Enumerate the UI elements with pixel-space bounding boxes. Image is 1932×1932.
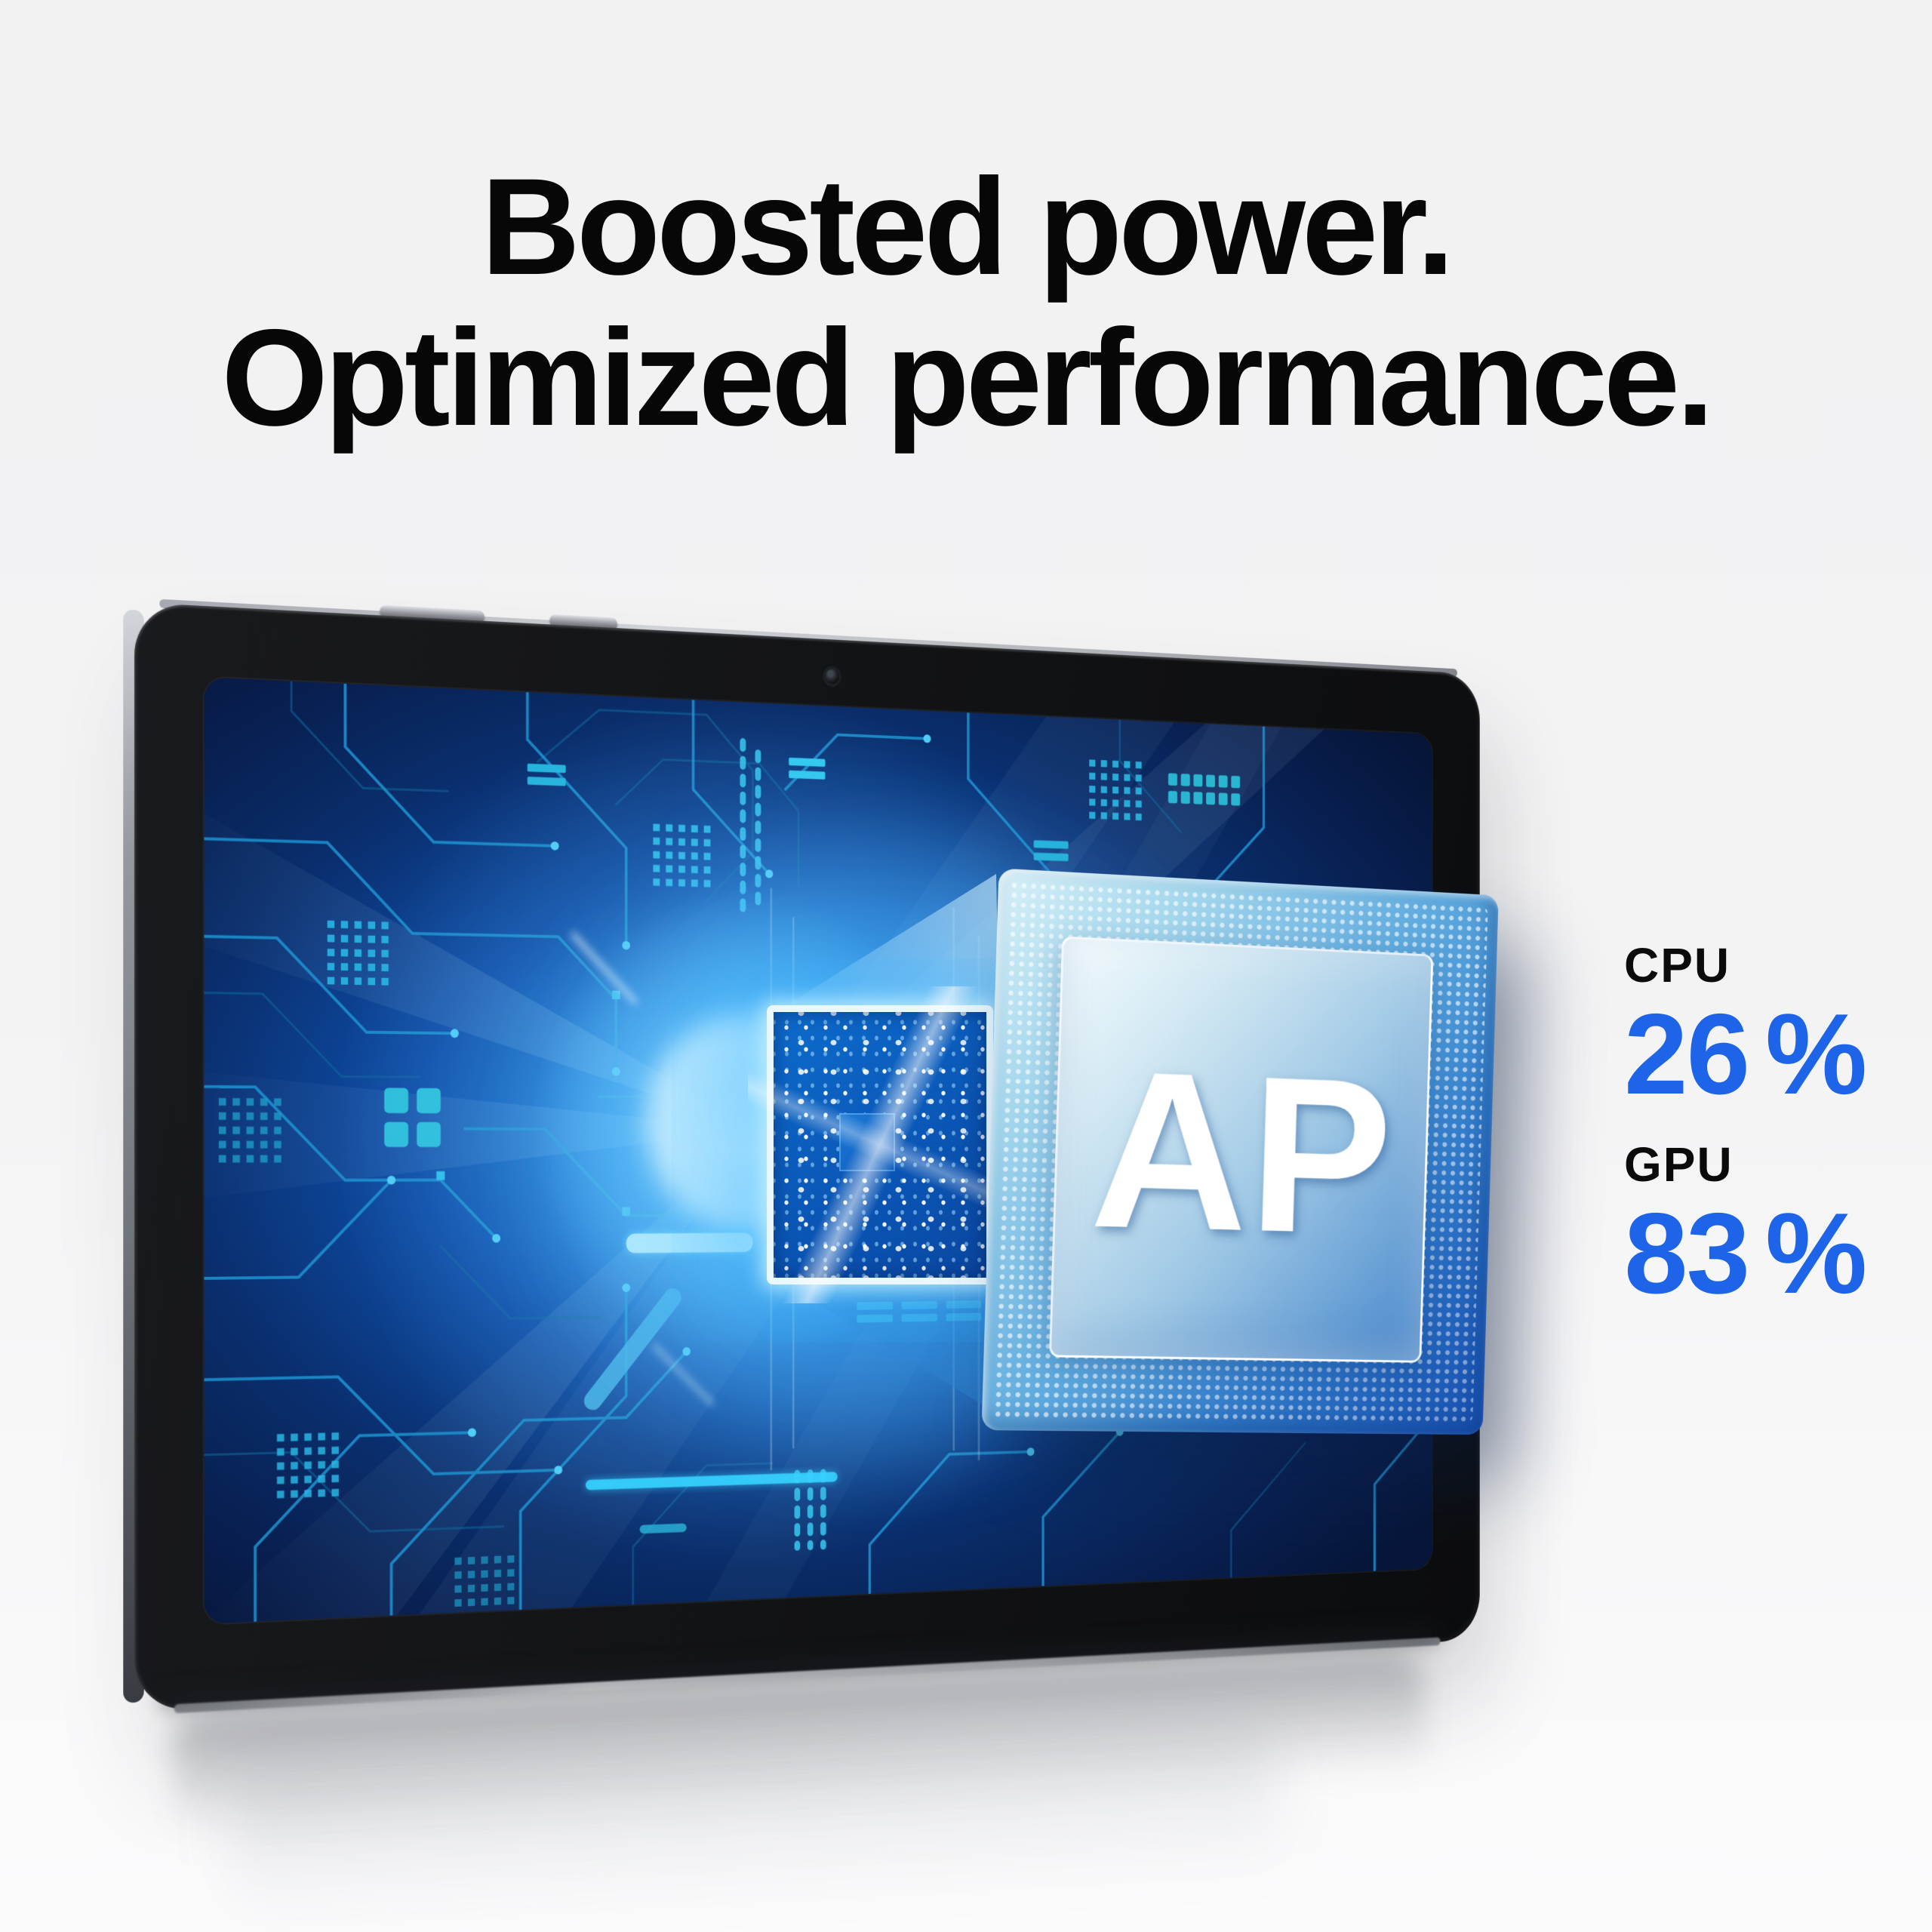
ap-chip-label: AP <box>1088 1022 1397 1281</box>
cpu-stat: CPU 26% <box>1624 938 1867 1112</box>
headline: Boosted power. Optimized performance. <box>0 149 1932 455</box>
headline-line2: Optimized performance. <box>221 300 1714 455</box>
gpu-value-number: 83 <box>1624 1189 1750 1318</box>
front-camera-icon <box>825 669 839 685</box>
cpu-label: CPU <box>1624 938 1731 992</box>
tablet-reflection-haze <box>222 1730 1287 1932</box>
gpu-value: 83% <box>1624 1196 1867 1311</box>
ap-chip-face: AP <box>1048 936 1434 1363</box>
cpu-value: 26% <box>1624 997 1867 1112</box>
gpu-label: GPU <box>1624 1137 1734 1192</box>
cpu-value-number: 26 <box>1624 990 1750 1118</box>
gpu-stat: GPU 83% <box>1624 1137 1867 1311</box>
processor-die-graphic <box>748 986 1012 1303</box>
headline-line1: Boosted power. <box>481 149 1454 303</box>
gpu-value-unit: % <box>1765 1189 1867 1318</box>
performance-stats: CPU 26% GPU 83% <box>1624 938 1867 1311</box>
die-core <box>839 1112 895 1172</box>
cpu-value-unit: % <box>1765 990 1867 1118</box>
ap-chip-graphic: AP <box>981 868 1499 1435</box>
